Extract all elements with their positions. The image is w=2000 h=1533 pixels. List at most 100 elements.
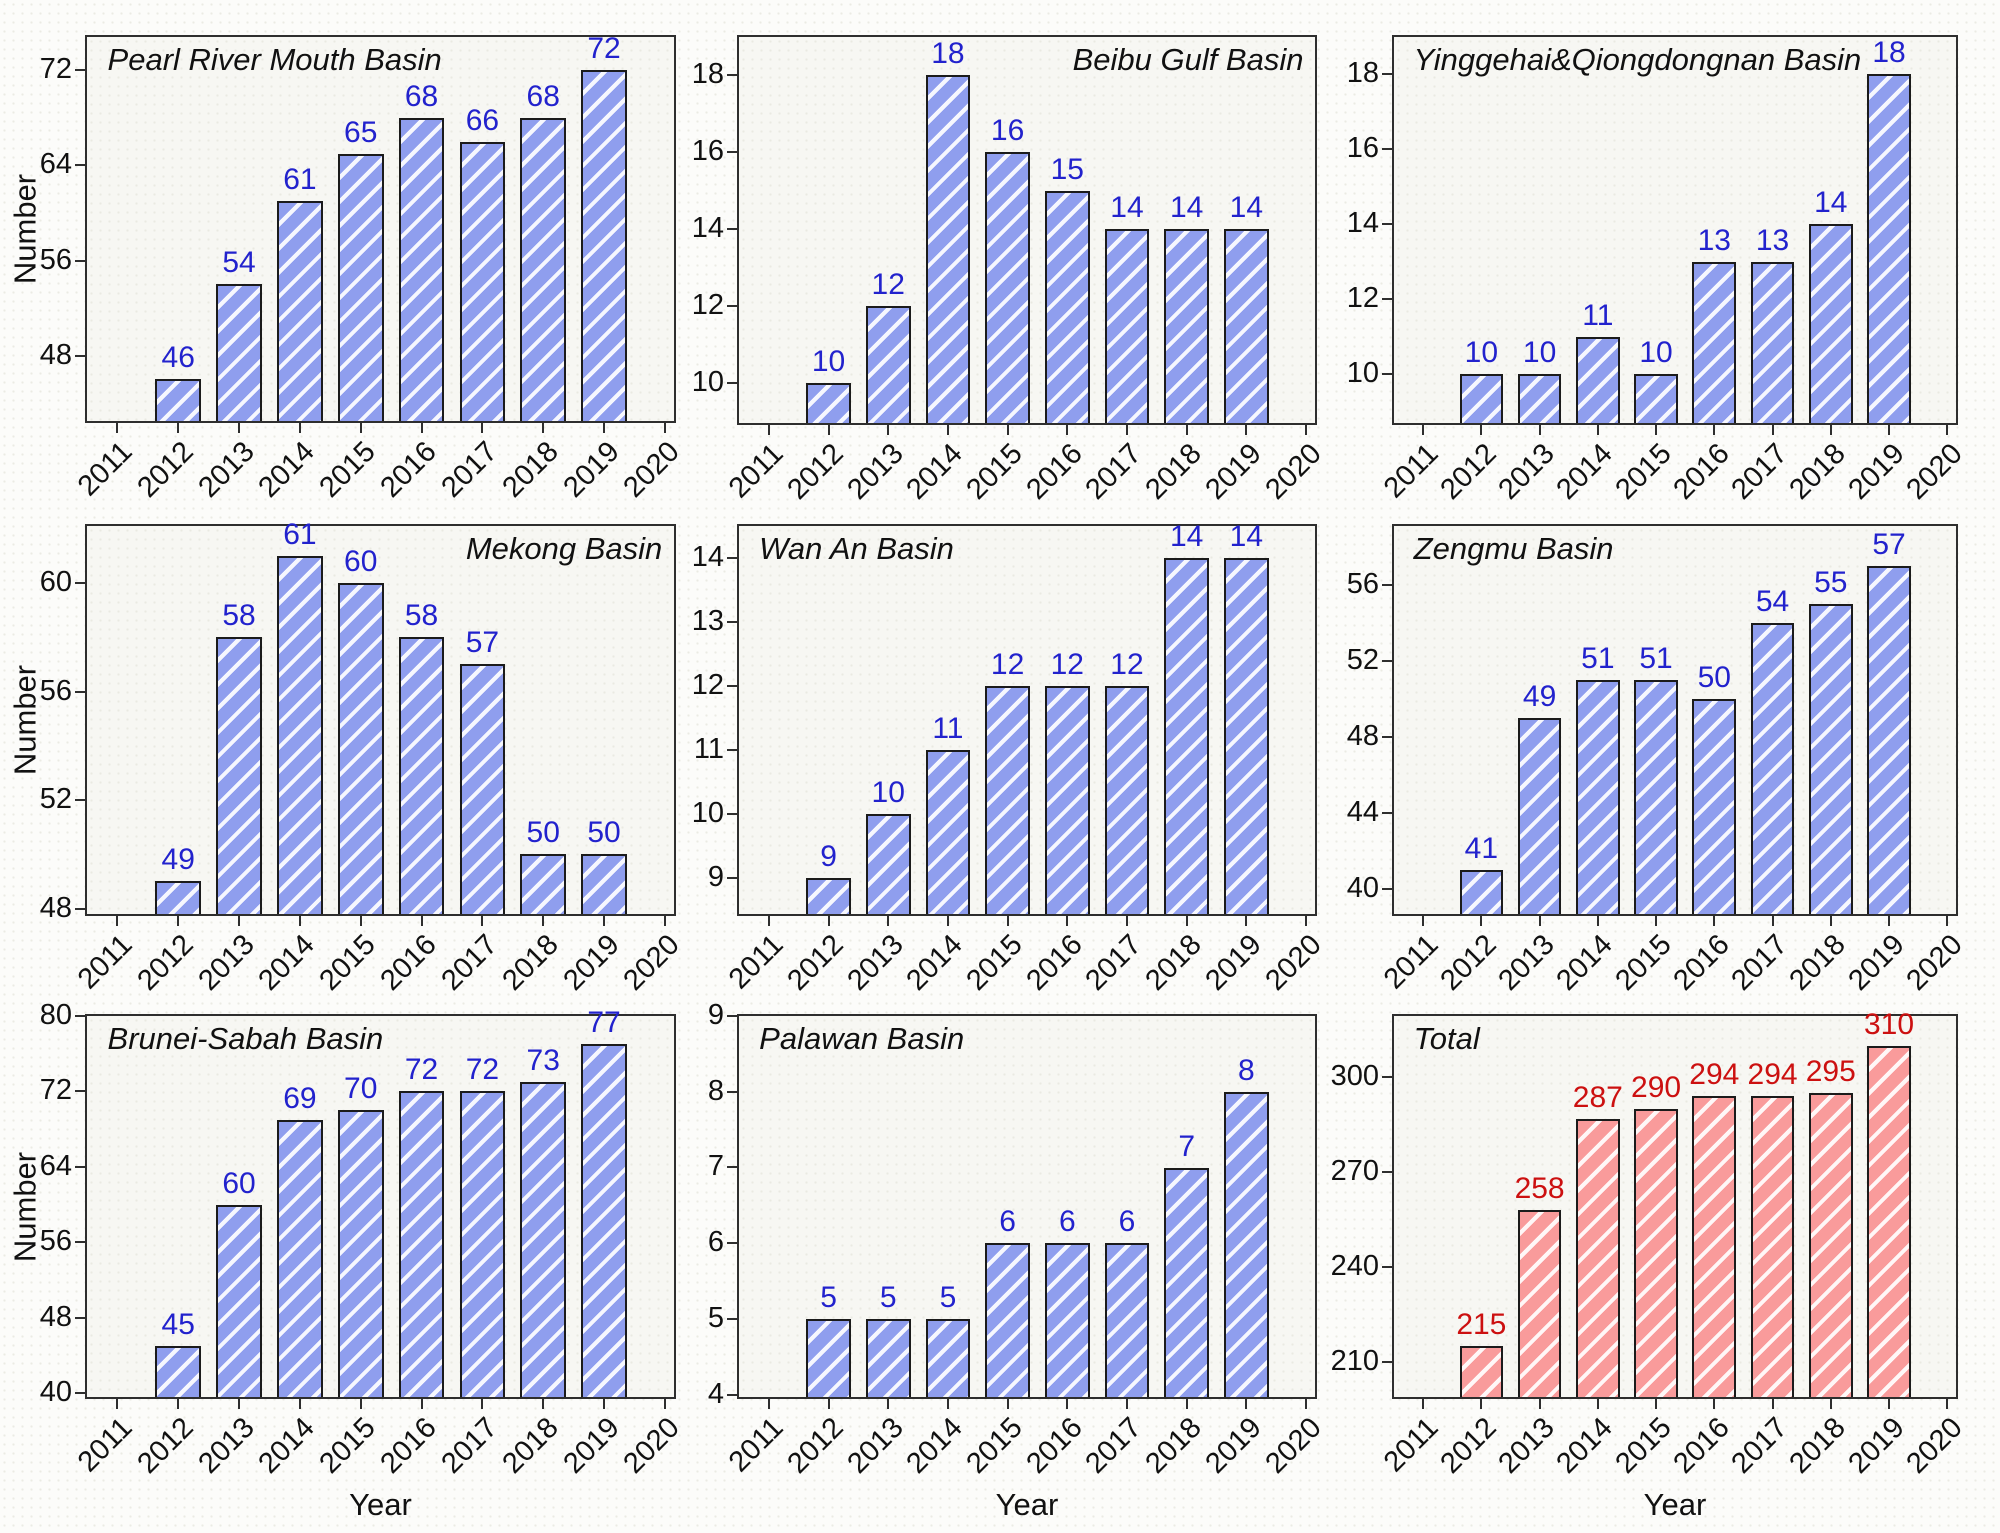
x-tick-label: 2012	[1434, 928, 1503, 997]
x-tick-mark	[1066, 916, 1069, 926]
bar-2016	[398, 117, 445, 421]
bar-2019	[1867, 1045, 1911, 1397]
bar-value-label: 73	[526, 1044, 560, 1078]
x-tick-label: 2016	[374, 435, 443, 504]
x-tick-mark	[1888, 425, 1891, 435]
x-tick-label: 2015	[960, 1411, 1029, 1480]
bar-2019	[1223, 558, 1269, 914]
x-tick-mark	[542, 916, 545, 926]
x-tick-mark	[1245, 1399, 1248, 1409]
bar-value-label: 57	[1872, 527, 1906, 561]
x-tick-label: 2012	[781, 1411, 850, 1480]
x-tick-mark	[1771, 425, 1774, 435]
x-tick-label: 2020	[1258, 1411, 1328, 1480]
x-tick-label: 2017	[1725, 1411, 1794, 1480]
y-tick-label: 240	[1330, 1250, 1379, 1283]
bar-value-label: 295	[1805, 1055, 1856, 1089]
chart-title: Pearl River Mouth Basin	[107, 42, 442, 77]
x-tick-mark	[1006, 916, 1009, 926]
x-tick-label: 2020	[1258, 928, 1328, 997]
x-tick-label: 2014	[252, 1411, 322, 1480]
x-tick-label: 2020	[617, 435, 687, 504]
bar-value-label: 41	[1464, 832, 1499, 866]
x-tick-label: 2015	[313, 435, 382, 504]
bar-value-label: 14	[1229, 191, 1264, 225]
x-tick-label: 2011	[71, 928, 139, 996]
bar-2016	[398, 637, 445, 914]
bar-value-label: 46	[161, 341, 195, 375]
x-tick-mark	[542, 1399, 545, 1409]
y-tick-label: 48	[39, 338, 72, 371]
x-tick-label: 2015	[1609, 1411, 1678, 1480]
x-tick-label: 2020	[1900, 1411, 1969, 1480]
bar-2016	[1692, 1096, 1737, 1397]
y-tick-label: 4	[707, 1377, 724, 1410]
x-tick-mark	[1596, 916, 1599, 926]
y-tick-mark	[1382, 1361, 1392, 1364]
x-tick-mark	[1480, 1399, 1483, 1409]
bar-2018	[520, 1082, 567, 1397]
y-tick-label: 210	[1330, 1345, 1379, 1378]
bar-2017	[1104, 229, 1150, 423]
x-tick-mark	[887, 425, 890, 435]
y-tick-label: 12	[691, 668, 724, 701]
x-axis-title: Year	[349, 1487, 412, 1522]
x-tick-label: 2014	[900, 437, 970, 506]
bar-value-label: 61	[283, 163, 317, 197]
bar-2016	[398, 1091, 445, 1397]
bar-2012	[1459, 374, 1504, 423]
bar-value-label: 61	[283, 517, 317, 551]
x-tick-label: 2013	[841, 1411, 910, 1480]
bar-value-label: 65	[344, 115, 378, 149]
x-tick-label: 2018	[1783, 928, 1852, 997]
x-tick-label: 2012	[1434, 1411, 1503, 1480]
y-tick-mark	[727, 621, 737, 624]
x-tick-label: 2018	[1783, 1411, 1852, 1480]
bar-value-label: 11	[932, 712, 964, 746]
x-tick-label: 2018	[1783, 437, 1852, 506]
y-tick-label: 52	[1346, 643, 1379, 676]
bar-value-label: 68	[526, 79, 560, 113]
x-tick-label: 2019	[556, 435, 626, 504]
bar-value-label: 60	[222, 1166, 256, 1200]
x-tick-mark	[420, 916, 423, 926]
bar-2016	[1692, 699, 1737, 914]
x-tick-mark	[1185, 425, 1188, 435]
y-tick-mark	[1382, 1076, 1392, 1079]
y-tick-label: 14	[691, 211, 724, 244]
y-tick-mark	[727, 1242, 737, 1245]
y-tick-label: 6	[707, 1226, 724, 1259]
y-axis-title: Number	[7, 664, 43, 776]
x-tick-label: 2020	[617, 1411, 687, 1480]
bar-2017	[459, 664, 506, 914]
x-tick-label: 2015	[1609, 928, 1678, 997]
x-tick-mark	[663, 1399, 666, 1409]
x-tick-label: 2011	[1377, 1411, 1445, 1479]
y-tick-mark	[75, 799, 85, 802]
x-tick-label: 2020	[1900, 928, 1969, 997]
x-tick-mark	[298, 1399, 301, 1409]
bar-2015	[337, 1110, 384, 1397]
x-tick-label: 2013	[1492, 437, 1561, 506]
x-tick-mark	[827, 916, 830, 926]
bar-value-label: 287	[1572, 1080, 1623, 1114]
y-tick-mark	[75, 581, 85, 584]
bar-value-label: 11	[1582, 298, 1614, 332]
y-tick-mark	[1382, 888, 1392, 891]
x-tick-mark	[1655, 1399, 1658, 1409]
bar-2016	[1044, 686, 1090, 914]
x-tick-label: 2019	[1841, 928, 1911, 997]
x-tick-mark	[1305, 916, 1308, 926]
y-tick-label: 48	[39, 891, 72, 924]
bar-value-label: 50	[526, 816, 560, 850]
x-tick-label: 2016	[1020, 1411, 1089, 1480]
bar-value-label: 50	[587, 816, 621, 850]
bar-2012	[806, 382, 851, 423]
bar-2014	[277, 555, 323, 914]
y-tick-mark	[75, 354, 85, 357]
y-tick-mark	[727, 1317, 737, 1320]
x-tick-mark	[767, 425, 770, 435]
bar-value-label: 5	[879, 1280, 897, 1314]
bar-value-label: 6	[1058, 1205, 1076, 1239]
bar-2013	[865, 814, 911, 914]
